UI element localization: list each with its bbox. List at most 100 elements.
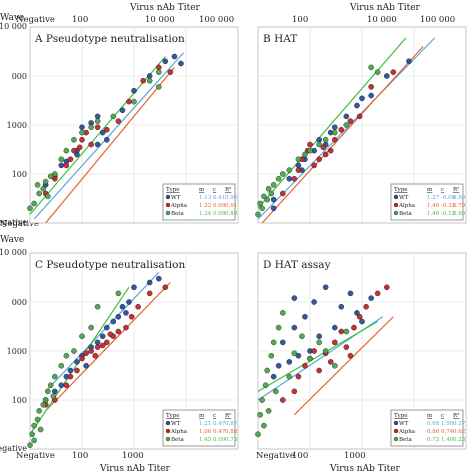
legend-header: R² (453, 412, 459, 419)
legend-header: Type (166, 413, 180, 419)
point-wt (354, 102, 360, 109)
point-beta (286, 167, 293, 173)
point-beta (280, 171, 286, 177)
left-axis-title-bottom: Wave (0, 235, 24, 245)
fit-line-wt (33, 52, 185, 220)
point-wt (316, 136, 322, 143)
point-wt (131, 87, 137, 94)
legend-header: Type (394, 413, 408, 419)
point-wt (178, 60, 184, 67)
legend-cell: WT (399, 421, 409, 427)
point-alpha (140, 77, 146, 84)
point-alpha (332, 339, 338, 346)
legend-cell: 0.88 (225, 429, 238, 435)
legend-cell: 0.90 (225, 195, 238, 201)
point-beta (71, 136, 77, 143)
legend-marker-alpha (393, 428, 399, 434)
point-wt (67, 367, 74, 374)
point-alpha (67, 373, 74, 380)
point-beta (368, 64, 374, 71)
point-wt (104, 324, 110, 331)
point-alpha (104, 126, 110, 133)
point-wt (302, 313, 308, 320)
point-wt (359, 318, 365, 325)
point-beta (40, 185, 47, 192)
legend-marker-alpha (165, 428, 171, 434)
point-alpha (76, 144, 83, 151)
point-beta (273, 388, 279, 395)
point-beta (45, 388, 51, 395)
point-beta (31, 422, 37, 429)
point-beta (262, 382, 269, 389)
legend-cell: 0.80 (453, 211, 466, 217)
legend-box (390, 183, 464, 221)
point-beta (88, 324, 94, 331)
panel-title: B HAT (263, 33, 297, 45)
point-wt (270, 373, 277, 380)
point-beta (71, 348, 77, 354)
legend-cell: 1.06 (199, 429, 212, 435)
point-alpha (327, 147, 334, 154)
point-wt (332, 324, 338, 331)
y-tick-label: 100 (12, 396, 27, 405)
legend-cell: 0.23 (453, 437, 466, 443)
point-beta (295, 156, 302, 163)
point-beta (259, 397, 265, 403)
point-beta (268, 352, 275, 359)
point-beta (52, 373, 58, 380)
point-wt (316, 333, 322, 340)
point-wt (359, 95, 365, 102)
point-beta (34, 182, 41, 188)
point-wt (347, 290, 354, 297)
point-beta (52, 171, 58, 177)
point-alpha (146, 290, 153, 297)
point-wt (79, 124, 85, 131)
panel-title: A Pseudotype neutralisation (34, 33, 185, 45)
point-alpha (368, 84, 374, 90)
point-beta (58, 362, 65, 369)
bottom-tick-100: 100 (72, 451, 88, 461)
point-beta (40, 401, 47, 408)
fit-line-alpha (45, 66, 175, 224)
legend-cell: -0.12 (441, 211, 455, 217)
point-wt (74, 359, 80, 365)
panel-a: 10 000 000 1000 100 Negative A Pseudotype neu… (0, 22, 239, 227)
point-wt (99, 129, 106, 136)
legend-header: m (199, 187, 205, 193)
point-alpha (338, 126, 345, 133)
point-wt (406, 58, 412, 65)
y-tick-label: Negative (0, 218, 27, 227)
point-alpha (356, 313, 363, 320)
point-beta (88, 124, 94, 131)
point-alpha (363, 303, 369, 310)
point-alpha (167, 69, 174, 75)
point-beta (259, 205, 265, 212)
legend-cell: Alpha (398, 429, 416, 435)
legend-cell: 1.56 (441, 421, 454, 427)
point-alpha (115, 118, 122, 124)
point-beta (275, 175, 282, 182)
point-alpha (356, 113, 363, 120)
legend-cell: 1.13 (199, 195, 212, 201)
point-beta (58, 156, 65, 163)
fit-line-wt (45, 272, 160, 392)
point-wt (280, 339, 286, 346)
legend-cell: Alpha (398, 203, 416, 209)
point-alpha (126, 98, 132, 105)
legend-cell: 0.80 (453, 195, 466, 201)
point-alpha (351, 324, 357, 331)
point-wt (110, 318, 117, 325)
y-tick-label: 000 (12, 72, 27, 81)
point-beta (37, 426, 44, 433)
point-alpha (79, 136, 85, 143)
point-wt (270, 196, 277, 203)
point-alpha (295, 167, 302, 173)
point-alpha (162, 284, 169, 291)
point-beta (374, 69, 381, 75)
bottom-tick-negative: Negative (16, 451, 55, 461)
point-alpha (338, 328, 345, 335)
point-wt (146, 279, 153, 286)
point-alpha (332, 136, 338, 143)
point-beta (270, 182, 277, 188)
